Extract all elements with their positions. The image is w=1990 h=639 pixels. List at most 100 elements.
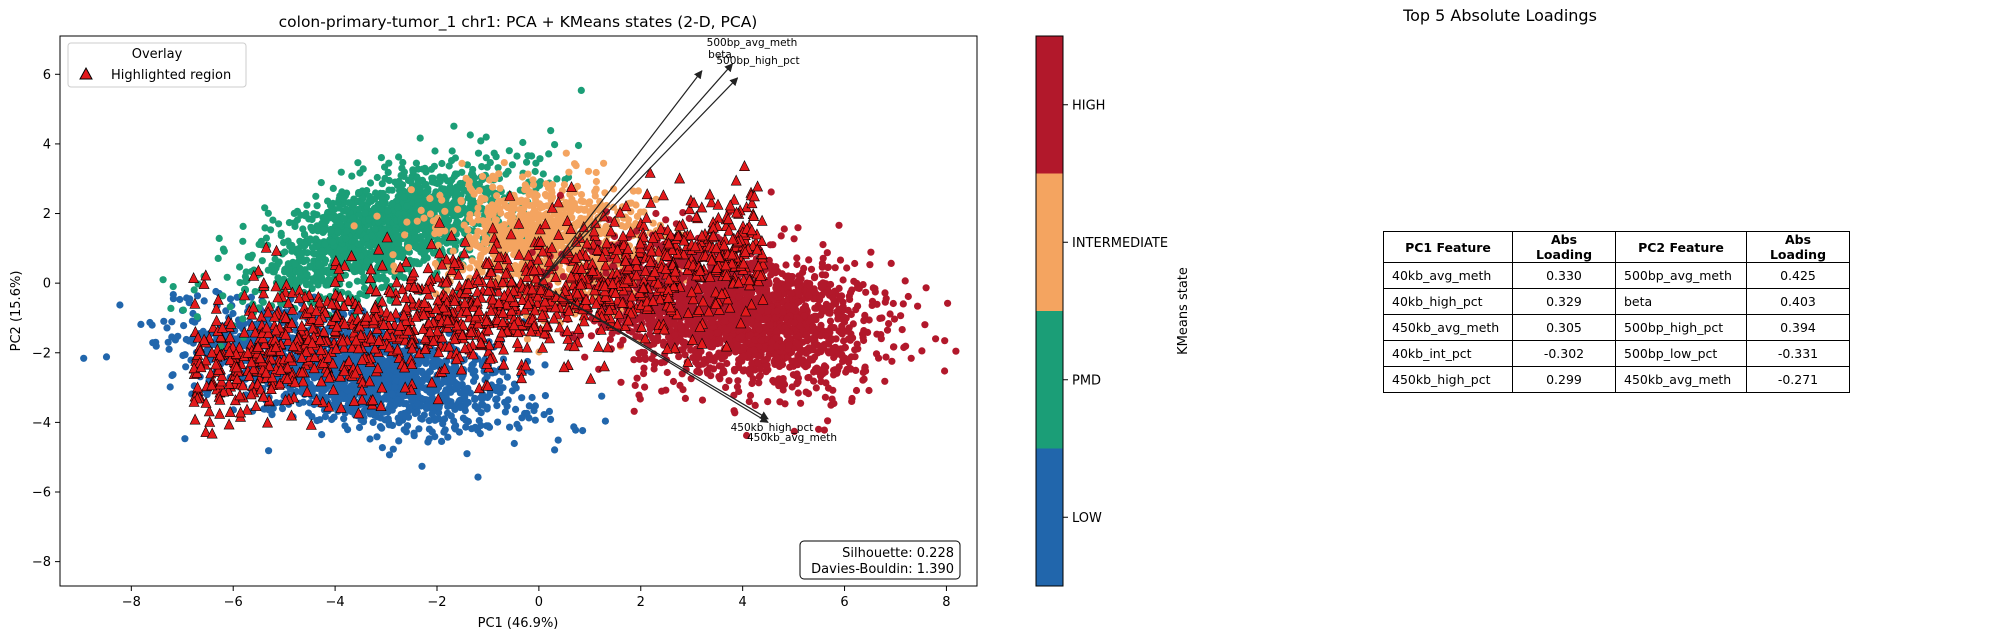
scatter-point [425, 435, 433, 443]
scatter-point [435, 358, 443, 366]
scatter-point [409, 166, 417, 174]
scatter-point [445, 162, 453, 170]
scatter-point [502, 170, 510, 178]
scatter-point [220, 247, 228, 255]
scatter-point [268, 411, 276, 419]
scatter-point [897, 312, 905, 320]
scatter-point [503, 373, 511, 381]
scatter-point [413, 217, 421, 225]
scatter-point [411, 409, 419, 418]
scatter-point [166, 383, 174, 391]
scatter-point [102, 353, 111, 361]
scatter-point [887, 259, 895, 267]
scatter-point [501, 408, 509, 416]
scatter-point [391, 383, 399, 391]
scatter-point [489, 183, 497, 191]
scatter-point [539, 170, 547, 178]
scatter-point [116, 301, 124, 309]
scatter-point [631, 381, 639, 389]
scatter-point [425, 417, 433, 425]
scatter-point [357, 416, 365, 424]
scatter-point [529, 209, 537, 217]
scatter-point [265, 447, 273, 455]
scatter-point [428, 428, 436, 436]
scatter-point [306, 262, 314, 270]
scatter-point [652, 209, 660, 218]
scatter-point [329, 238, 337, 246]
scatter-point [523, 183, 531, 192]
scatter-point [473, 260, 481, 268]
scatter-point [481, 220, 489, 228]
scatter-point [428, 410, 436, 418]
scatter-point [460, 221, 468, 229]
scatter-point [337, 168, 345, 176]
scatter-point [492, 216, 500, 224]
scatter-point [480, 238, 488, 246]
scatter-point [444, 396, 452, 404]
scatter-point [164, 338, 172, 346]
scatter-point [348, 172, 356, 180]
scatter-point [466, 264, 474, 272]
scatter-point [440, 428, 448, 436]
scatter-point [310, 211, 319, 219]
scatter-point [359, 165, 367, 173]
scatter-point [181, 435, 189, 443]
scatter-point [267, 226, 275, 234]
scatter-point [247, 293, 255, 301]
scatter-point [447, 412, 455, 420]
scatter-point [388, 390, 396, 398]
scatter-point [449, 247, 457, 255]
scatter-point [447, 388, 455, 396]
chart-title: colon-primary-tumor_1 chr1: PCA + KMeans… [279, 13, 758, 32]
scatter-point [577, 86, 585, 94]
scatter-point [751, 401, 759, 409]
scatter-point [378, 424, 386, 432]
scatter-point [499, 368, 507, 376]
scatter-point [182, 363, 190, 371]
scatter-point [354, 262, 362, 270]
scatter-point [454, 205, 462, 213]
scatter-point [179, 351, 187, 360]
scatter-point [462, 416, 470, 424]
scatter-point [462, 423, 470, 431]
scatter-point [146, 318, 154, 327]
scatter-point [408, 396, 416, 404]
scatter-point [291, 222, 299, 230]
scatter-point [301, 241, 309, 249]
scatter-point [241, 272, 249, 281]
scatter-point [485, 423, 494, 431]
scatter-point [80, 354, 88, 362]
scatter-point [579, 427, 587, 435]
scatter-point [401, 231, 409, 239]
scatter-point [315, 260, 323, 268]
scatter-point [531, 167, 539, 176]
scatter-point [340, 383, 348, 392]
scatter-point [496, 377, 504, 385]
scatter-point [475, 417, 483, 425]
scatter-point [395, 153, 403, 161]
scatter-point [312, 192, 320, 200]
scatter-point [428, 178, 436, 186]
scatter-point [455, 428, 463, 436]
scatter-point [395, 415, 403, 423]
scatter-point [354, 240, 362, 248]
scatter-point [190, 286, 198, 294]
scatter-point [319, 268, 327, 276]
scatter-point [405, 403, 413, 411]
scatter-point [358, 199, 366, 207]
scatter-point [351, 390, 359, 398]
scatter-point [452, 422, 460, 430]
scatter-point [497, 209, 505, 217]
scatter-point [545, 407, 554, 415]
scatter-point [193, 292, 202, 300]
scatter-point [272, 399, 280, 407]
scatter-point [445, 372, 453, 380]
scatter-point [236, 263, 244, 271]
scatter-point [171, 336, 179, 344]
scatter-point [321, 240, 329, 248]
scatter-point [511, 405, 520, 413]
scatter-point [330, 413, 338, 421]
scatter-point [507, 210, 515, 218]
scatter-point [269, 216, 277, 224]
scatter-point [551, 141, 559, 149]
